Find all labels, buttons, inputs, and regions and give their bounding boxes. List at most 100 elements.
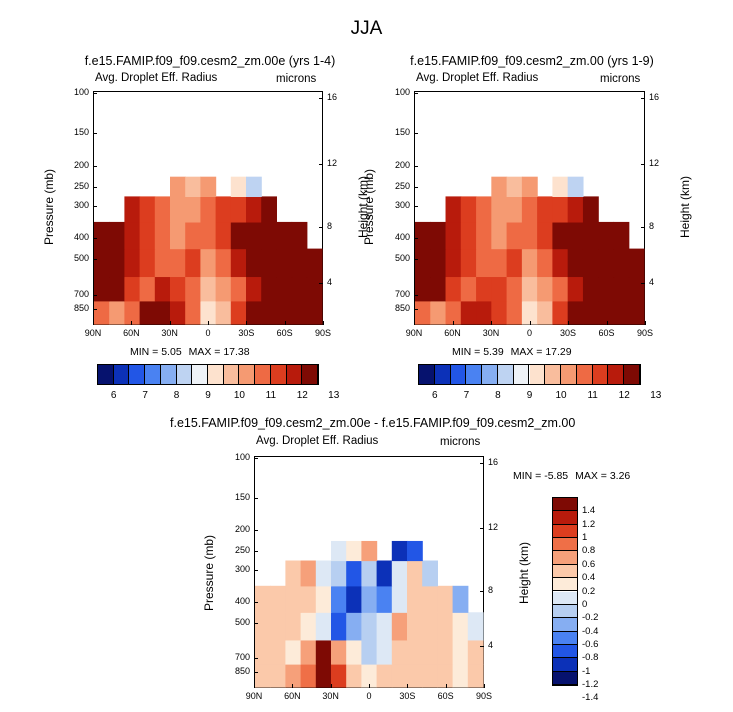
heatmap-cell	[346, 585, 362, 613]
figure-title: JJA	[350, 18, 383, 39]
heatmap-cell	[567, 276, 584, 302]
pressure-tick-label: 200	[73, 159, 89, 170]
heatmap-cell	[255, 664, 271, 688]
pressure-tick-mark	[254, 551, 258, 553]
heatmap-cell	[391, 664, 408, 688]
heatmap-cell	[437, 585, 454, 613]
height-tick-label: 8	[649, 220, 655, 231]
colorbar-swatch	[553, 524, 577, 539]
heatmap-cell	[506, 276, 523, 302]
heatmap-cell	[230, 196, 247, 223]
heatmap-cell	[200, 176, 217, 197]
colorbar-swatch	[592, 365, 609, 384]
heatmap-cell	[300, 639, 317, 665]
panel-2-title: f.e15.FAMIP.f09_f09.cesm2_zm.00 (yrs 1-9…	[410, 54, 654, 68]
heatmap-cell	[346, 612, 362, 641]
heatmap-cell	[582, 248, 599, 278]
colorbar-swatch	[286, 365, 303, 384]
heatmap-cell	[346, 560, 362, 587]
heatmap-cell	[460, 221, 477, 250]
heatmap-cell	[154, 300, 171, 325]
pressure-tick-label: 700	[394, 288, 410, 299]
colorbar-label: -0.2	[582, 612, 599, 624]
heatmap-cell	[415, 248, 431, 278]
colorbar-swatch	[529, 365, 546, 384]
pressure-tick-label: 400	[234, 596, 250, 607]
latitude-tick-label: 90S	[636, 328, 653, 338]
pressure-tick-mark	[414, 205, 418, 207]
heatmap-cell	[331, 560, 347, 587]
heatmap-cell	[285, 639, 302, 665]
heatmap-cell	[422, 612, 438, 641]
heatmap-cell	[246, 248, 262, 278]
heatmap-cell	[154, 248, 171, 278]
pressure-tick-label: 150	[234, 491, 250, 502]
height-tick-label: 8	[488, 584, 494, 595]
heatmap-cell	[300, 664, 317, 688]
pressure-tick-label: 850	[234, 665, 250, 676]
heatmap-cell	[270, 585, 286, 613]
colorbar-label: 1.4	[582, 505, 596, 517]
height-tick-mark	[641, 163, 645, 165]
heatmap-cell	[460, 300, 477, 325]
heatmap-cell	[109, 300, 125, 325]
heatmap-cell	[200, 196, 217, 223]
panel-1-max-value: 17.38	[223, 346, 250, 358]
pressure-tick-mark	[254, 623, 258, 625]
heatmap-cell	[291, 248, 308, 278]
colorbar-swatch	[270, 365, 287, 384]
pressure-tick-label: 100	[73, 87, 89, 98]
panel-2-ylabel: Pressure (mb)	[362, 169, 376, 246]
heatmap-cell	[521, 300, 538, 325]
panel-2-minmax: MIN = 5.39 MAX = 17.29	[452, 346, 572, 358]
pressure-tick-mark	[414, 93, 418, 95]
heatmap-cell	[415, 300, 431, 325]
heatmap-cell	[215, 276, 232, 302]
height-tick-mark	[319, 98, 323, 100]
heatmap-cell	[422, 585, 438, 613]
colorbar-swatch	[208, 365, 224, 384]
heatmap-cell	[200, 300, 217, 325]
height-tick-mark	[480, 646, 484, 648]
heatmap-cell	[460, 196, 477, 223]
heatmap-cell	[567, 221, 584, 250]
heatmap-cell	[246, 196, 262, 223]
colorbar-label: -1.4	[582, 692, 599, 704]
heatmap-cell	[315, 560, 332, 587]
heatmap-cell	[422, 560, 438, 587]
pressure-tick-label: 400	[73, 232, 89, 243]
panel-1-max-label: MAX =	[188, 346, 221, 358]
latitude-tick-mark	[131, 321, 133, 325]
heatmap-cell	[331, 639, 347, 665]
panel-3-ylabel-right: Height (km)	[517, 542, 531, 605]
heatmap-cell	[567, 176, 584, 197]
latitude-tick-label: 30S	[399, 691, 416, 701]
panel-2-heatmap	[415, 176, 645, 325]
height-tick-mark	[319, 163, 323, 165]
heatmap-cell	[270, 639, 286, 665]
heatmap-cell	[506, 176, 523, 197]
colorbar-swatch	[553, 658, 577, 672]
heatmap-cell	[537, 300, 553, 325]
colorbar-swatch	[553, 564, 577, 579]
pressure-tick-label: 300	[73, 199, 89, 210]
pressure-tick-mark	[414, 133, 418, 135]
panel-2-max-label: MAX =	[510, 346, 543, 358]
colorbar-label: 13	[328, 390, 340, 401]
pressure-tick-label: 850	[394, 302, 410, 313]
colorbar-swatch	[129, 365, 146, 384]
heatmap-cell	[139, 196, 156, 223]
heatmap-cell	[391, 612, 408, 641]
colorbar-swatch	[239, 365, 256, 384]
latitude-tick-label: 60S	[276, 328, 293, 338]
heatmap-cell	[185, 221, 201, 250]
colorbar-label: 0	[582, 598, 588, 610]
pressure-tick-mark	[414, 186, 418, 188]
latitude-tick-mark	[414, 321, 415, 325]
panel-1-ylabel: Pressure (mb)	[42, 169, 56, 246]
heatmap-cell	[445, 300, 462, 325]
heatmap-cell	[261, 248, 277, 278]
colorbar-label: 0.6	[582, 558, 596, 570]
heatmap-cell	[582, 276, 599, 302]
heatmap-cell	[124, 196, 141, 223]
